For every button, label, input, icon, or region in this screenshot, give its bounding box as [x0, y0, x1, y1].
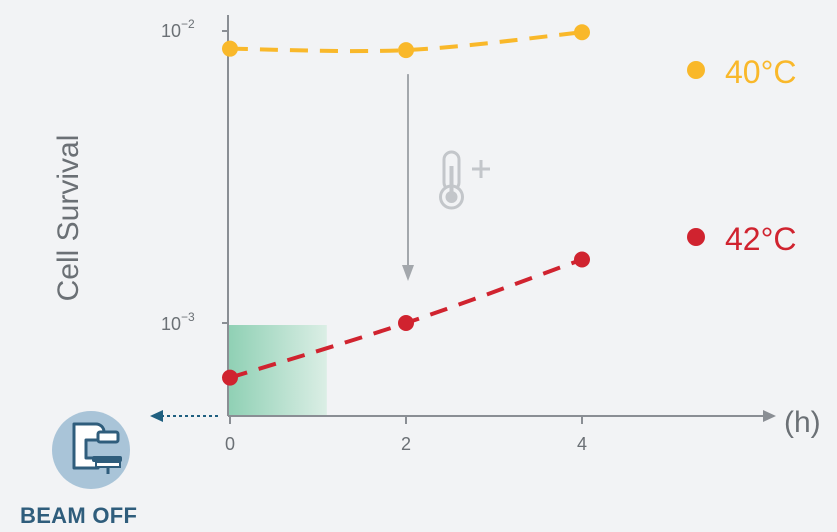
x-tick-label: 2: [401, 434, 411, 454]
y-tick-label: 10−2: [161, 17, 195, 41]
beam-off-arrowhead: [150, 410, 163, 422]
legend-label-40c: 40°C: [725, 54, 797, 90]
y-axis-label: Cell Survival: [52, 135, 85, 302]
x-tick-label: 4: [577, 434, 587, 454]
beam-shaded-region: [228, 325, 327, 416]
data-point: [222, 40, 238, 57]
data-point: [398, 42, 414, 59]
series-40c-curve: [229, 30, 583, 54]
thermometer-plus-icon: [439, 150, 490, 210]
x-axis-unit: (h): [784, 406, 821, 439]
temperature-shift-arrowhead: [402, 265, 414, 281]
legend-marker-40c: [687, 61, 705, 79]
radiotherapy-machine-icon: [52, 411, 130, 489]
data-point: [574, 24, 590, 41]
x-axis-arrowhead: [763, 410, 776, 422]
data-point: [398, 315, 414, 331]
y-tick-label: 10−3: [161, 310, 195, 334]
x-tick-label: 0: [225, 434, 235, 454]
beam-off-label: BEAM OFF: [20, 503, 138, 528]
legend-marker-42c: [687, 228, 705, 246]
data-point: [222, 369, 238, 386]
data-point: [574, 251, 590, 268]
legend-label-42c: 42°C: [725, 221, 797, 257]
